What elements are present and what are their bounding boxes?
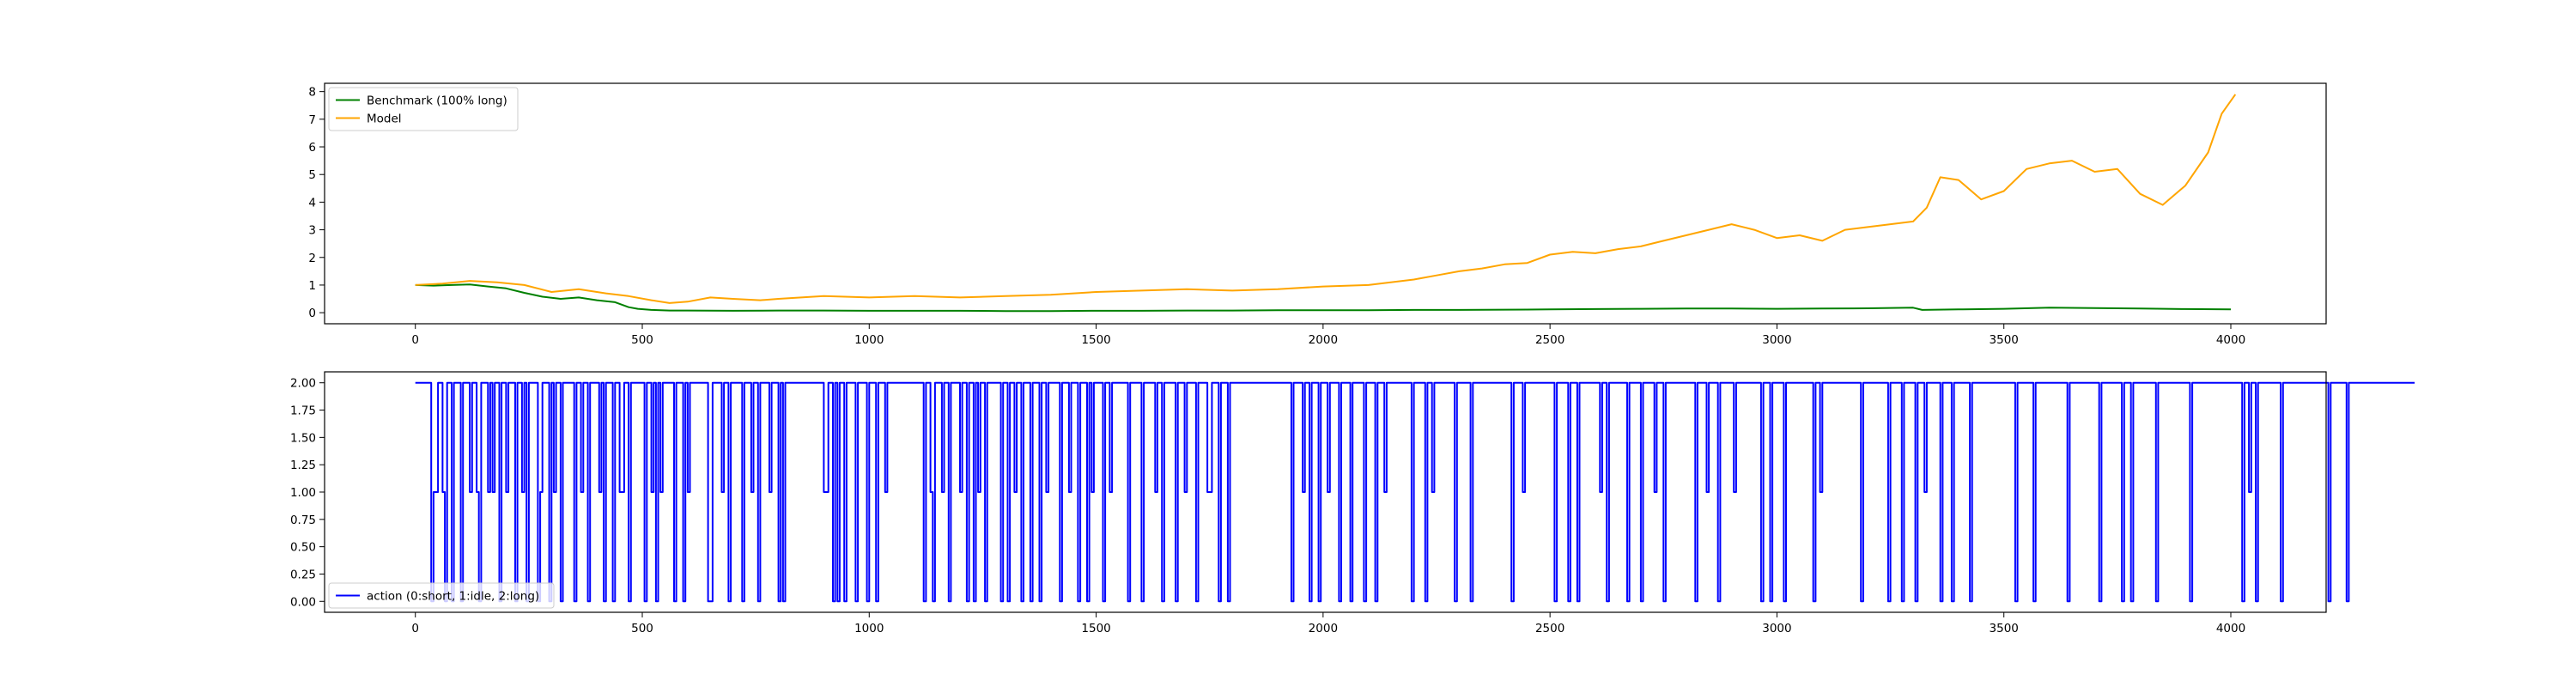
x-tick-label: 2000 [1309, 622, 1338, 635]
x-tick-label: 2500 [1535, 622, 1564, 635]
legend-box [328, 87, 519, 131]
x-tick-label: 3000 [1762, 333, 1791, 347]
y-tick-label: 2.00 [290, 377, 316, 391]
x-tick-label: 4000 [2216, 622, 2245, 635]
y-tick-label: 5 [308, 168, 316, 182]
x-tick-label: 500 [631, 333, 653, 347]
axes-frame [324, 82, 2327, 325]
y-tick-label: 3 [308, 224, 316, 238]
y-tick-label: 0.75 [290, 514, 316, 527]
legend-label: Model [367, 112, 402, 126]
y-tick-label: 1 [308, 279, 316, 293]
x-tick-label: 3500 [1990, 333, 2019, 347]
x-tick-label: 0 [411, 622, 419, 635]
series-line-0 [415, 283, 2232, 313]
legend-label: action (0:short, 1:idle, 2:long) [367, 590, 539, 604]
y-tick-label: 1.50 [290, 431, 316, 445]
legend-box [328, 582, 555, 609]
y-tick-label: 1.25 [290, 459, 316, 472]
y-tick-label: 1.75 [290, 404, 316, 418]
x-tick-label: 4000 [2216, 333, 2245, 347]
y-tick-label: 7 [308, 113, 316, 127]
y-tick-label: 8 [308, 86, 316, 100]
bottom-chart: 0 500 1000 1500 2000 2500 3000 3500 4000 0.00 0.25… [290, 371, 2415, 635]
x-tick-label: 2500 [1535, 333, 1564, 347]
x-tick-label: 500 [631, 622, 653, 635]
y-tick-label: 1.00 [290, 486, 316, 500]
x-tick-label: 1500 [1081, 622, 1110, 635]
top-chart: 0 500 1000 1500 2000 2500 3000 3500 4000 0 1 2 3 4 5 6 7… [308, 82, 2327, 347]
legend-label: Benchmark (100% long) [367, 94, 507, 108]
y-tick-label: 0.25 [290, 568, 316, 581]
y-tick-label: 4 [308, 196, 316, 210]
y-tick-label: 0.50 [290, 541, 316, 555]
x-tick-label: 1500 [1081, 333, 1110, 347]
x-tick-label: 1000 [854, 333, 884, 347]
x-tick-label: 2000 [1309, 333, 1338, 347]
x-tick-label: 3000 [1762, 622, 1791, 635]
x-tick-label: 1000 [854, 622, 884, 635]
series-line-0 [415, 381, 2415, 603]
x-tick-label: 3500 [1990, 622, 2019, 635]
series-line-1 [415, 94, 2237, 304]
x-tick-label: 0 [411, 333, 419, 347]
legend: action (0:short, 1:idle, 2:long) [328, 582, 555, 609]
y-tick-label: 6 [308, 141, 316, 155]
y-tick-label: 0 [308, 307, 316, 320]
y-tick-label: 2 [308, 252, 316, 265]
y-tick-label: 0.00 [290, 595, 316, 609]
legend: Benchmark (100% long) Model [328, 87, 519, 131]
